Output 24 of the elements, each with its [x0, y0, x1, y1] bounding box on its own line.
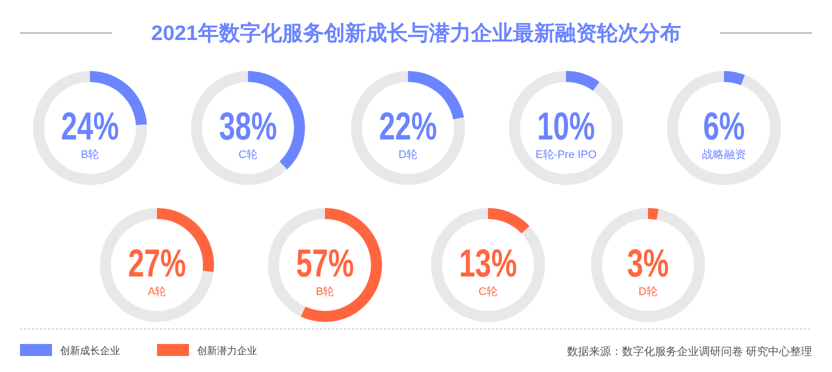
legend-label: 创新潜力企业 [197, 345, 257, 357]
data-label: 38% [219, 105, 277, 149]
slice-label: 战略融资 [702, 149, 746, 161]
slice-label: E轮-Pre IPO [535, 149, 598, 161]
slice-label: C轮 [238, 149, 258, 161]
data-label: 13% [459, 242, 517, 286]
data-label: 6% [703, 105, 745, 149]
legend-item: 创新潜力企业 [157, 344, 257, 357]
legend-label: 创新成长企业 [60, 345, 120, 357]
slice-label: D轮 [398, 149, 418, 161]
data-label: 57% [296, 242, 354, 286]
slice-label: C轮 [478, 286, 498, 298]
slice-label: B轮 [80, 149, 100, 161]
source-note: 数据来源：数字化服务企业调研问卷 研究中心整理 [566, 345, 812, 358]
data-label: 27% [128, 242, 186, 286]
data-label: 24% [61, 105, 119, 149]
slice-label: B轮 [316, 286, 334, 298]
slice-label: A轮 [148, 286, 166, 298]
data-label: 3% [627, 242, 669, 286]
text: 2021年数字化服务创新成长与潜力企业最新融资轮次分布 [151, 21, 681, 45]
data-label: 10% [537, 105, 595, 149]
legend-item: 创新成长企业 [20, 344, 120, 357]
data-label: 22% [379, 105, 437, 149]
slice-label: D轮 [638, 286, 658, 298]
